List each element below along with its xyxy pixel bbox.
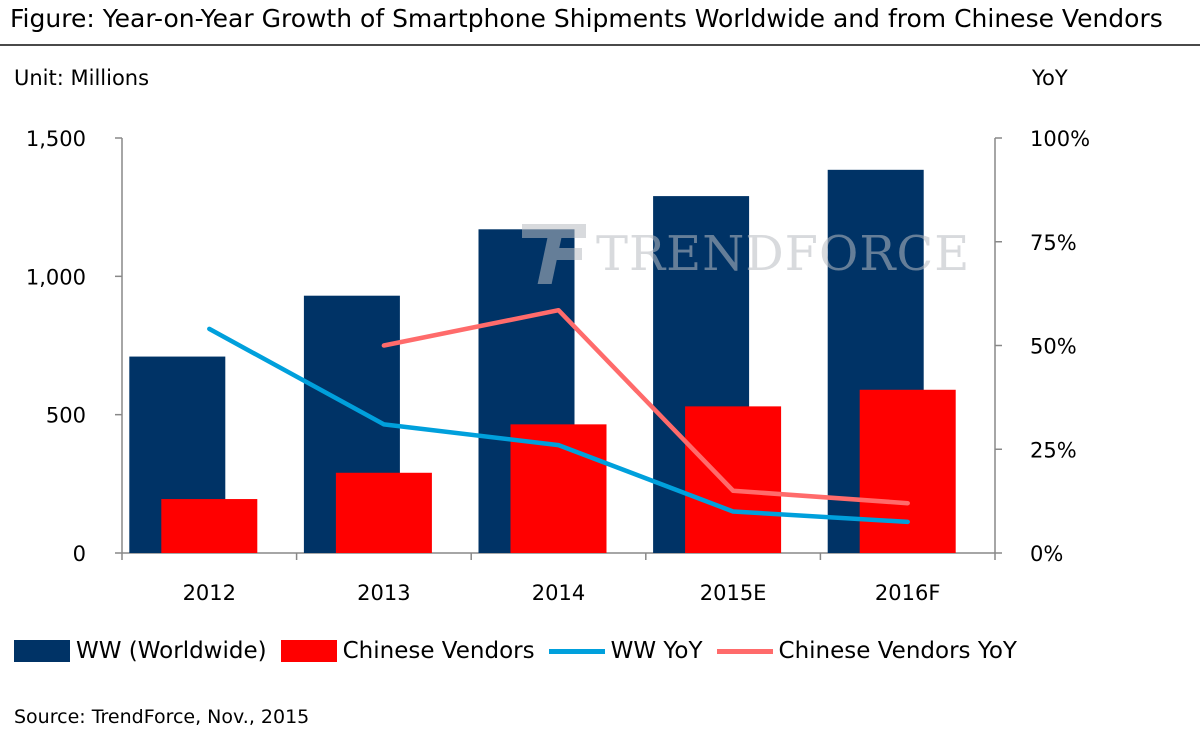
legend-label-ww-yoy: WW YoY [610, 638, 703, 664]
chart-title: Figure: Year-on-Year Growth of Smartphon… [10, 4, 1163, 33]
right-tick-label: 25% [1030, 438, 1077, 462]
right-tick-label: 50% [1030, 335, 1077, 359]
legend-label-cn: Chinese Vendors [342, 638, 535, 664]
bar-cn [335, 472, 432, 553]
line-cn-yoy [381, 307, 910, 506]
left-tick-label: 0 [73, 542, 86, 566]
left-tick-label: 1,500 [26, 127, 86, 151]
right-tick-label: 0% [1030, 542, 1063, 566]
right-tick-label: 100% [1030, 127, 1090, 151]
legend-label-cn-yoy: Chinese Vendors YoY [778, 638, 1017, 664]
legend-item-cn: Chinese Vendors [280, 638, 535, 664]
x-tick-label: 2013 [357, 581, 410, 605]
legend-swatch-ww-yoy [548, 648, 605, 654]
x-tick-label: 2014 [532, 581, 585, 605]
right-axis-unit: YoY [1032, 66, 1068, 90]
legend-swatch-cn [280, 640, 337, 662]
left-axis-unit: Unit: Millions [14, 66, 150, 90]
left-tick-label: 1,000 [26, 265, 86, 289]
line-ww-yoy [207, 326, 910, 525]
left-tick-label: 500 [46, 404, 86, 428]
chart-plot: 0 500 1,000 1,500 0% 25% 50% 75% 100% 2012 2013 201… [26, 127, 1090, 605]
title-divider [0, 44, 1200, 46]
legend-label-ww: WW (Worldwide) [76, 638, 267, 664]
x-tick-label: 2016F [875, 581, 941, 605]
right-tick-label: 75% [1030, 231, 1077, 255]
legend-swatch-cn-yoy [716, 648, 773, 654]
legend-item-cn-yoy: Chinese Vendors YoY [716, 638, 1017, 664]
bar-cn [161, 499, 258, 553]
bar-cn [685, 406, 782, 553]
legend-item-ww-yoy: WW YoY [548, 638, 703, 664]
source-note: Source: TrendForce, Nov., 2015 [14, 706, 310, 728]
x-tick-label: 2012 [183, 581, 236, 605]
chart-legend: WW (Worldwide) Chinese Vendors WW YoY Ch… [14, 634, 1031, 668]
legend-item-ww: WW (Worldwide) [14, 638, 267, 664]
x-tick-label: 2015E [700, 581, 767, 605]
legend-swatch-ww [14, 640, 70, 662]
bar-cn [859, 389, 956, 553]
